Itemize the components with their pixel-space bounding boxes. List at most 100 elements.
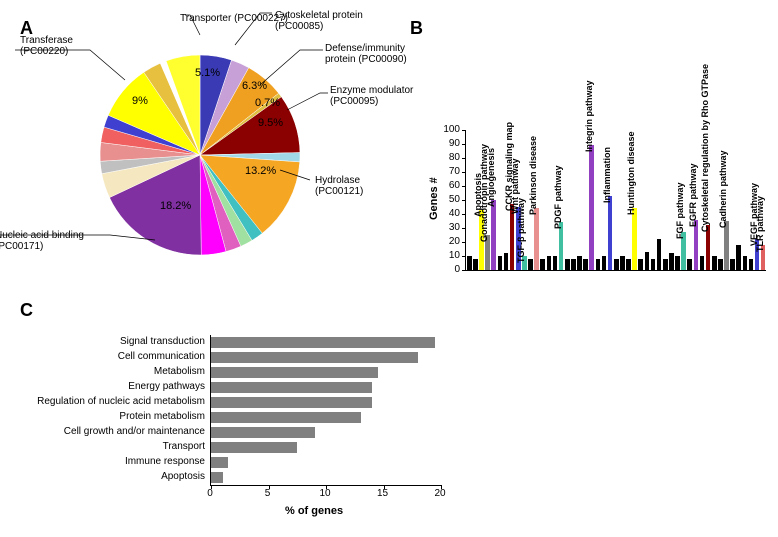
bar-b-label: Angiogenesis	[486, 148, 496, 207]
bar-c-plot	[210, 335, 441, 486]
pie-label: Cytoskeletal protein(PC00085)	[275, 10, 363, 32]
axis-title-genes: Genes #	[428, 177, 440, 220]
bar-b-ytick: 20	[440, 236, 460, 247]
bar-b	[473, 259, 478, 270]
bar-c-label: Cell growth and/or maintenance	[30, 426, 205, 437]
bar-b-label: Integrin pathway	[584, 81, 594, 153]
bar-c-label: Energy pathways	[30, 381, 205, 392]
bar-b-label: Cadherin pathway	[718, 150, 728, 228]
bar-b	[700, 256, 705, 270]
bar-b	[547, 256, 552, 270]
bar-c-label: Metabolism	[30, 366, 205, 377]
bar-c-label: Regulation of nucleic acid metabolism	[30, 396, 205, 407]
bar-c-xtick: 10	[315, 488, 335, 499]
bar-c	[211, 457, 228, 468]
bar-b	[687, 259, 692, 270]
bar-b-label: Huntington disease	[626, 132, 636, 216]
bar-b	[559, 222, 564, 270]
bar-b	[669, 253, 674, 270]
bar-b	[718, 259, 723, 270]
bar-b	[467, 256, 472, 270]
bar-c	[211, 397, 372, 408]
pie-pct: 13.2%	[245, 165, 276, 177]
bar-b	[620, 256, 625, 270]
panel-c-label: C	[20, 300, 33, 321]
bar-b-ytick: 60	[440, 180, 460, 191]
bar-c-xtick: 15	[373, 488, 393, 499]
bar-c	[211, 352, 418, 363]
bar-b	[510, 204, 515, 270]
bar-b-label: FGF pathway	[675, 183, 685, 240]
bar-b-ytick: 0	[440, 264, 460, 275]
pie-pct: 5.1%	[195, 67, 220, 79]
bar-b	[589, 145, 594, 270]
pie-label: Nucleic acid binding(PC00171)	[0, 230, 84, 252]
bar-b-ytick: 40	[440, 208, 460, 219]
bar-b	[651, 259, 656, 270]
bar-b	[577, 256, 582, 270]
pie-pct: 6.3%	[242, 80, 267, 92]
pie-pct: 18.2%	[160, 200, 191, 212]
pie-label: Hydrolase(PC00121)	[315, 175, 363, 197]
bar-c	[211, 382, 372, 393]
pie-label: Defense/immunityprotein (PC00090)	[325, 43, 407, 65]
pie-pct: 9.5%	[258, 117, 283, 129]
bar-b	[504, 253, 509, 270]
axis-title-pct-genes: % of genes	[285, 505, 343, 517]
bar-b	[491, 200, 496, 270]
bar-b	[712, 256, 717, 270]
bar-b	[736, 245, 741, 270]
bar-b-label: TGF-β pathway	[516, 198, 526, 263]
bar-b	[663, 259, 668, 270]
bar-b	[626, 259, 631, 270]
bar-b	[608, 196, 613, 270]
bar-c	[211, 427, 315, 438]
bar-c-label: Cell communication	[30, 351, 205, 362]
pie-pct: 0.7%	[255, 97, 280, 109]
figure-container: A Transporter (PC000227)Cytoskeletal pro…	[10, 10, 768, 527]
bar-c-xtick: 20	[430, 488, 450, 499]
bar-b	[498, 256, 503, 270]
bar-b	[565, 259, 570, 270]
bar-c-label: Signal transduction	[30, 336, 205, 347]
bar-b-ytick: 90	[440, 138, 460, 149]
bar-b	[596, 259, 601, 270]
bar-b	[602, 256, 607, 270]
bar-b	[743, 256, 748, 270]
bar-b-ytick: 80	[440, 152, 460, 163]
bar-c-xtick: 0	[200, 488, 220, 499]
bar-b	[614, 259, 619, 270]
bar-c	[211, 337, 435, 348]
bar-b-label: Parkinson disease	[528, 136, 538, 215]
bar-b-label: Inflammation	[602, 147, 612, 203]
bar-b	[583, 259, 588, 270]
bar-b-ytick: 100	[440, 124, 460, 135]
bar-c-label: Transport	[30, 441, 205, 452]
pie-label: Transporter (PC000227)	[180, 13, 288, 24]
bar-b	[534, 208, 539, 270]
pie-chart: Transporter (PC000227)Cytoskeletal prote…	[100, 55, 300, 255]
bar-b	[553, 256, 558, 270]
bar-c	[211, 442, 297, 453]
bar-b-ytick: 70	[440, 166, 460, 177]
bar-c	[211, 472, 223, 483]
bar-chart-b: Genes # ApoptosisGonadotropin pathwayAng…	[420, 20, 770, 280]
bar-c-label: Apoptosis	[30, 471, 205, 482]
bar-b-ytick: 50	[440, 194, 460, 205]
bar-b	[638, 259, 643, 270]
bar-c-label: Immune response	[30, 456, 205, 467]
bar-b	[657, 239, 662, 270]
bar-b	[571, 259, 576, 270]
pie-label: Transferase(PC00220)	[20, 35, 73, 57]
bar-b-ytick: 30	[440, 222, 460, 233]
bar-b	[675, 256, 680, 270]
bar-b-label: EGFR pathway	[688, 163, 698, 227]
bar-b	[724, 221, 729, 270]
bar-c	[211, 412, 361, 423]
bar-b	[540, 259, 545, 270]
bar-b-label: PDGF pathway	[553, 166, 563, 230]
bar-b-label: TLR pathway	[755, 196, 765, 252]
pie-label: Enzyme modulator(PC00095)	[330, 85, 413, 107]
bar-b	[730, 259, 735, 270]
bar-c	[211, 367, 378, 378]
